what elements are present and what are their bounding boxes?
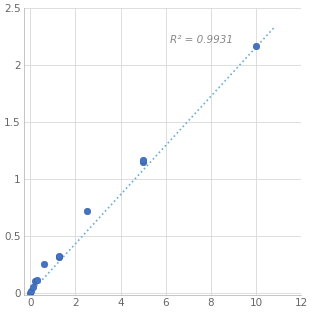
Point <box>141 157 146 162</box>
Point <box>254 43 259 48</box>
Point <box>28 290 33 295</box>
Text: R² = 0.9931: R² = 0.9931 <box>170 35 233 45</box>
Point <box>56 254 61 259</box>
Point <box>35 278 40 283</box>
Point <box>29 288 34 293</box>
Point <box>30 285 35 290</box>
Point <box>141 159 146 164</box>
Point <box>32 279 37 284</box>
Point <box>56 255 61 260</box>
Point <box>84 208 89 213</box>
Point <box>42 262 47 267</box>
